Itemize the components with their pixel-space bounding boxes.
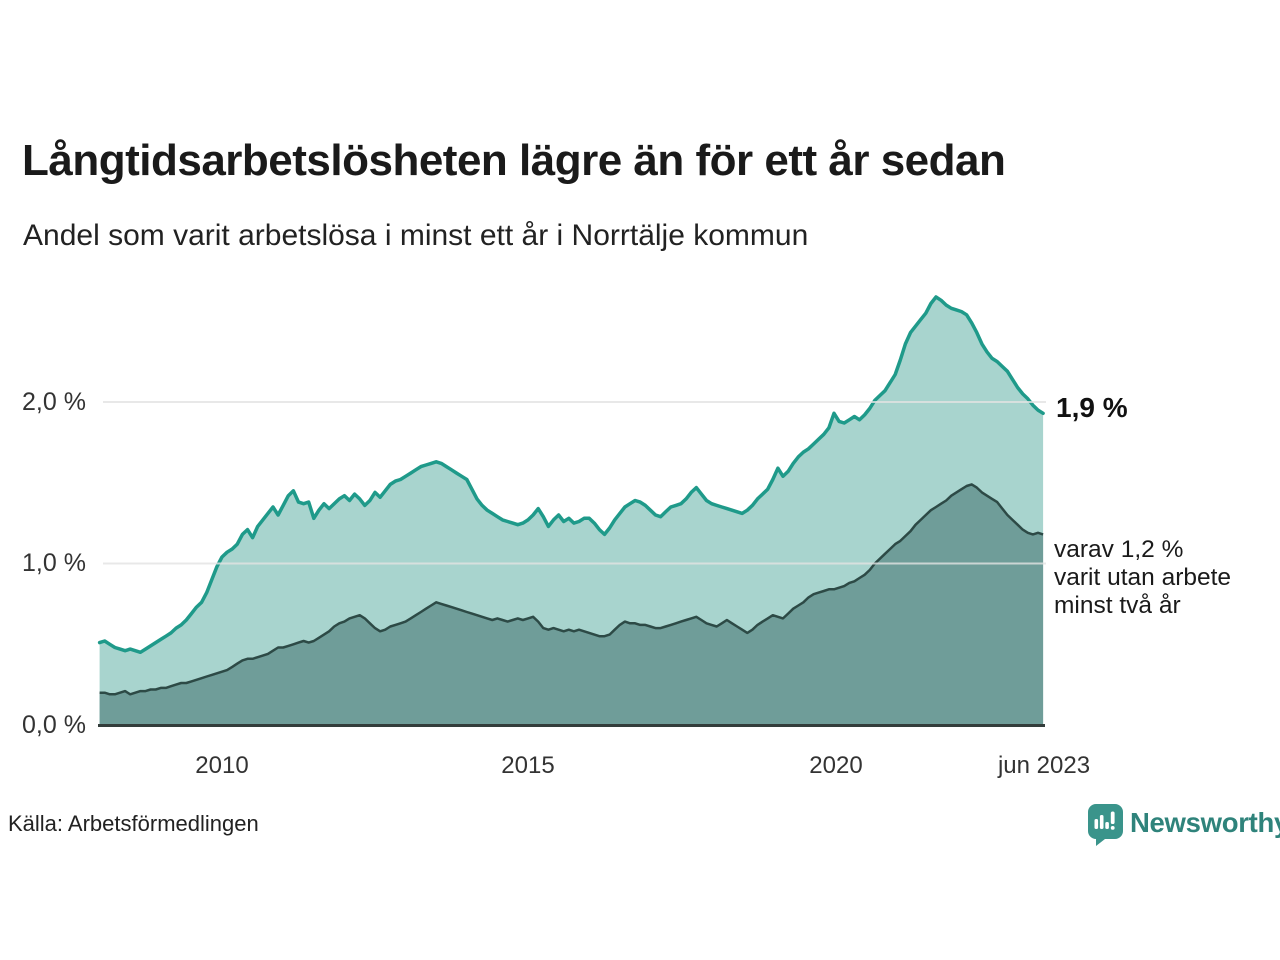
y-tick-0pct: 0,0 % [22, 711, 86, 739]
y-tick-1pct: 1,0 % [22, 549, 86, 577]
y-tick-2pct: 2,0 % [22, 388, 86, 416]
two-year-annotation-line2: varit utan arbete [1054, 564, 1232, 591]
newsworthy-wordmark: Newsworthy [1130, 807, 1280, 838]
latest-value-label: 1,9 % [1056, 392, 1128, 423]
page-subtitle: Andel som varit arbetslösa i minst ett å… [23, 219, 809, 252]
x-tick-jun-2023: jun 2023 [997, 752, 1091, 779]
x-tick-2010: 2010 [195, 752, 249, 779]
x-tick-2020: 2020 [809, 752, 863, 779]
page-title: Långtidsarbetslösheten lägre än för ett … [22, 136, 1006, 185]
x-tick-2015: 2015 [501, 752, 555, 779]
two-year-annotation: varav 1,2 % varit utan arbete minst två … [1054, 536, 1231, 620]
series-total-line [97, 295, 1045, 655]
newsworthy-logo: Newsworthy [1088, 804, 1280, 846]
source-note: Källa: Arbetsförmedlingen [8, 811, 259, 836]
two-year-annotation-line1: varav 1,2 % [1054, 536, 1184, 563]
two-year-annotation-line3: minst två år [1054, 592, 1181, 619]
series-two-year-line [99, 483, 1044, 696]
series-two-year-area [99, 484, 1044, 725]
newsworthy-logo-icon [1088, 804, 1123, 846]
